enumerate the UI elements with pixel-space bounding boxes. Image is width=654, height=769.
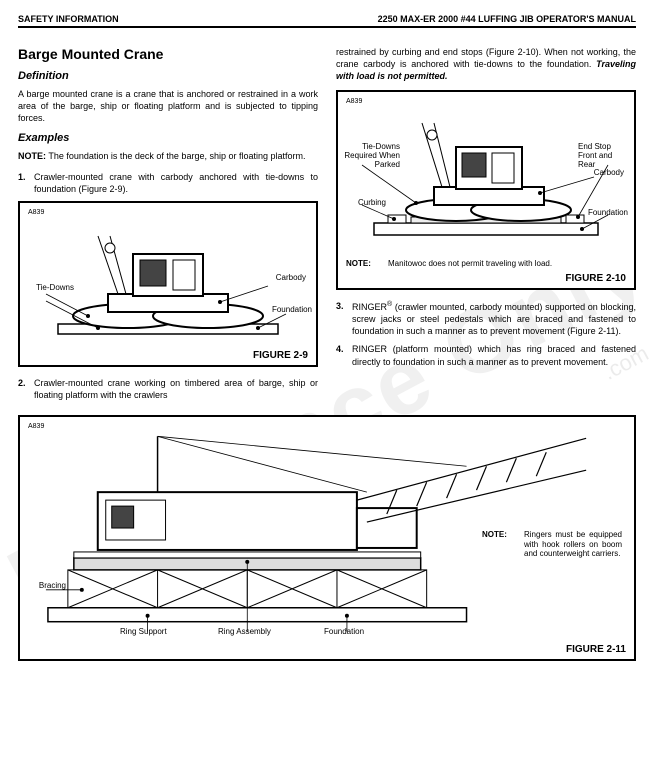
callout-foundation: Foundation [272,306,312,315]
list-num-2: 2. [18,377,34,401]
callout-ring-support: Ring Support [120,628,167,637]
figure-2-11-id: A839 [28,423,626,430]
examples-heading: Examples [18,132,318,144]
figure-2-10-id: A839 [346,98,626,105]
figure-2-9-id: A839 [28,209,308,216]
callout-foundation-211: Foundation [324,628,364,637]
item3-txt: (crawler mounted, carbody mounted) suppo… [352,302,636,336]
cont-text: restrained by curbing and end stops (Fig… [336,47,636,69]
figure-2-9-diagram: Tie-Downs Carbody Foundation [28,216,308,346]
callout-carbody: Carbody [276,274,306,283]
figure-2-11-note: NOTE: Ringers must be equipped with hook… [482,530,622,559]
callout-ring-assembly: Ring Assembly [218,628,271,637]
figure-2-10-note: NOTE: Manitowoc does not permit travelin… [346,259,626,269]
page-header: SAFETY INFORMATION 2250 MAX-ER 2000 #44 … [18,14,636,28]
definition-heading: Definition [18,70,318,82]
figure-2-11: A839 [18,415,636,661]
list-item-3: 3. RINGER® (crawler mounted, carbody mou… [336,300,636,337]
fig211-note-body: Ringers must be equipped with hook rolle… [524,530,622,559]
list-txt-2: Crawler-mounted crane working on timbere… [34,377,318,401]
callout-tie-downs: Tie-Downs [24,284,74,293]
left-column: Barge Mounted Crane Definition A barge m… [18,46,318,407]
continuation-para: restrained by curbing and end stops (Fig… [336,46,636,82]
fig211-note-label: NOTE: [482,530,524,559]
list-txt-1: Crawler-mounted crane with carbody ancho… [34,171,318,195]
callout-tiedowns-parked: Tie-Downs Required When Parked [344,143,400,169]
callout-bracing: Bracing [28,582,66,591]
callout-end-stop: End Stop Front and Rear [578,143,628,169]
header-right: 2250 MAX-ER 2000 #44 LUFFING JIB OPERATO… [378,14,636,24]
callout-foundation-210: Foundation [588,209,628,218]
list-txt-3: RINGER® (crawler mounted, carbody mounte… [352,300,636,337]
note-line: NOTE: The foundation is the deck of the … [18,150,318,162]
list-txt-4: RINGER (platform mounted) which has ring… [352,343,636,367]
figure-2-9-label: FIGURE 2-9 [28,350,308,361]
fig210-note-label: NOTE: [346,259,388,269]
header-left: SAFETY INFORMATION [18,14,119,24]
figure-2-10-diagram: Tie-Downs Required When Parked Curbing C… [346,105,626,255]
note-body: The foundation is the deck of the barge,… [48,151,305,161]
item3-pre: RINGER [352,302,387,312]
definition-body: A barge mounted crane is a crane that is… [18,88,318,124]
figure-2-10-label: FIGURE 2-10 [346,273,626,284]
note-label: NOTE: [18,151,46,161]
figure-2-11-label: FIGURE 2-11 [28,644,626,655]
fig210-note-body: Manitowoc does not permit traveling with… [388,259,626,269]
figure-2-9: A839 [18,201,318,367]
list-num-1: 1. [18,171,34,195]
right-column: restrained by curbing and end stops (Fig… [336,46,636,407]
list-item-2: 2. Crawler-mounted crane working on timb… [18,377,318,401]
list-item-4: 4. RINGER (platform mounted) which has r… [336,343,636,367]
list-item-1: 1. Crawler-mounted crane with carbody an… [18,171,318,195]
callout-curbing: Curbing [344,199,386,208]
list-num-3: 3. [336,300,352,337]
callout-carbody-210: Carbody [594,169,624,178]
list-num-4: 4. [336,343,352,367]
figure-2-10: A839 [336,90,636,290]
figure-2-11-diagram: Bracing Ring Support Ring Assembly Found… [28,430,626,640]
section-title: Barge Mounted Crane [18,46,318,62]
